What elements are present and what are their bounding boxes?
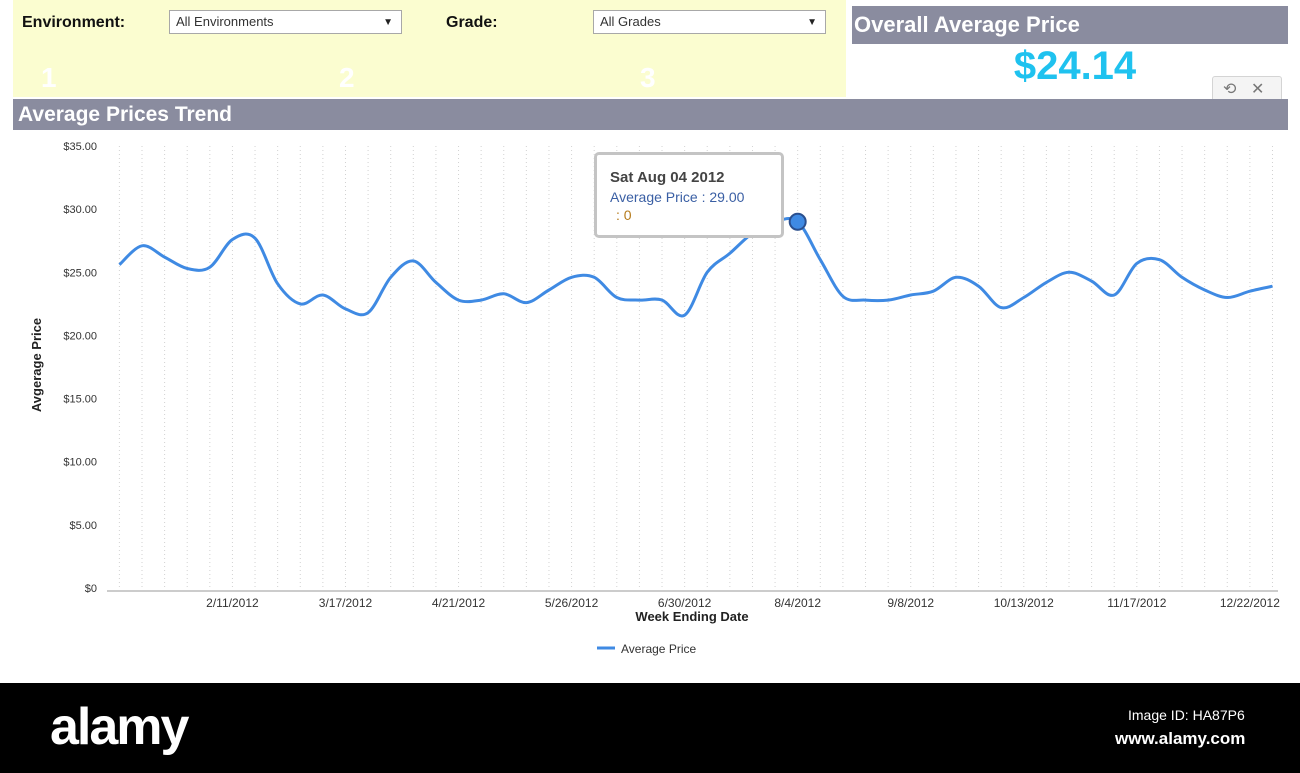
x-tick-label: 11/17/2012 (1107, 596, 1166, 610)
grade-label: Grade: (446, 14, 498, 31)
brand-logo: alamy (50, 698, 189, 756)
highlighted-data-point[interactable] (788, 212, 807, 231)
overall-price-header: Overall Average Price (852, 6, 1288, 44)
legend-label[interactable]: Average Price (621, 642, 696, 656)
tooltip-series-row: Average Price : 29.00 (610, 189, 781, 205)
grade-select-value: All Grades (600, 14, 661, 29)
y-tick-label: $0 (85, 583, 97, 595)
average-price-chart: $0 $5.00 $10.00 $15.00 $20.00 $25.00 $30.00 $35… (29, 141, 1280, 656)
chart-tooltip: Sat Aug 04 2012 Average Price : 29.00 : … (594, 152, 784, 238)
footer-bar: alamy Image ID: HA87P6 www.alamy.com (0, 683, 1300, 773)
watermark-digit: 3 (640, 62, 656, 93)
tooltip-series-label: Average Price : (610, 189, 706, 205)
site-url: www.alamy.com (1115, 729, 1246, 748)
x-tick-label: 6/30/2012 (658, 596, 712, 610)
x-tick-label: 10/13/2012 (994, 596, 1054, 610)
close-icon[interactable]: ✕ (1251, 81, 1265, 98)
x-tick-label: 8/4/2012 (774, 596, 821, 610)
environment-label: Environment: (22, 14, 126, 31)
y-tick-label: $30.00 (63, 204, 97, 216)
y-axis-title: Avgerage Price (29, 318, 44, 412)
environment-select-value: All Environments (176, 14, 274, 29)
y-tick-label: $15.00 (63, 394, 97, 406)
environment-select[interactable]: All Environments ▼ (169, 10, 402, 34)
x-tick-label: 12/22/2012 (1220, 596, 1280, 610)
x-axis-title: Week Ending Date (635, 609, 748, 624)
y-tick-label: $5.00 (69, 520, 97, 532)
x-tick-label: 5/26/2012 (545, 596, 599, 610)
y-tick-label: $25.00 (63, 267, 97, 279)
overall-price-value: $24.14 (1013, 44, 1137, 88)
x-tick-label: 9/8/2012 (887, 596, 934, 610)
y-tick-label: $35.00 (63, 141, 97, 153)
chevron-down-icon: ▼ (383, 17, 393, 28)
watermark-digit: 1 (41, 62, 57, 93)
overall-price-title: Overall Average Price (854, 12, 1080, 37)
x-axis-ticks: 2/11/2012 3/17/2012 4/21/2012 5/26/2012 6/30… (206, 596, 1280, 610)
chart-title: Average Prices Trend (18, 103, 232, 126)
widget-controls: ⟲ ✕ (1212, 76, 1282, 102)
y-tick-label: $10.00 (63, 457, 97, 469)
y-axis-ticks: $0 $5.00 $10.00 $15.00 $20.00 $25.00 $30.00 $35… (63, 141, 97, 595)
x-tick-label: 4/21/2012 (432, 596, 486, 610)
x-tick-label: 3/17/2012 (319, 596, 373, 610)
refresh-icon[interactable]: ⟲ (1223, 81, 1237, 98)
filter-panel: Environment: All Environments ▼ Grade: A… (13, 0, 846, 97)
grade-select[interactable]: All Grades ▼ (593, 10, 826, 34)
tooltip-extra: : 0 (616, 207, 632, 223)
chart-header: Average Prices Trend (13, 99, 1288, 130)
average-price-series-line[interactable] (118, 217, 1273, 318)
watermark-digit: 2 (339, 62, 355, 93)
image-id: Image ID: HA87P6 (1128, 707, 1245, 723)
tooltip-date: Sat Aug 04 2012 (610, 169, 725, 186)
x-tick-label: 2/11/2012 (206, 596, 259, 610)
y-tick-label: $20.00 (63, 330, 97, 342)
chevron-down-icon: ▼ (807, 17, 817, 28)
tooltip-value: 29.00 (709, 189, 745, 205)
